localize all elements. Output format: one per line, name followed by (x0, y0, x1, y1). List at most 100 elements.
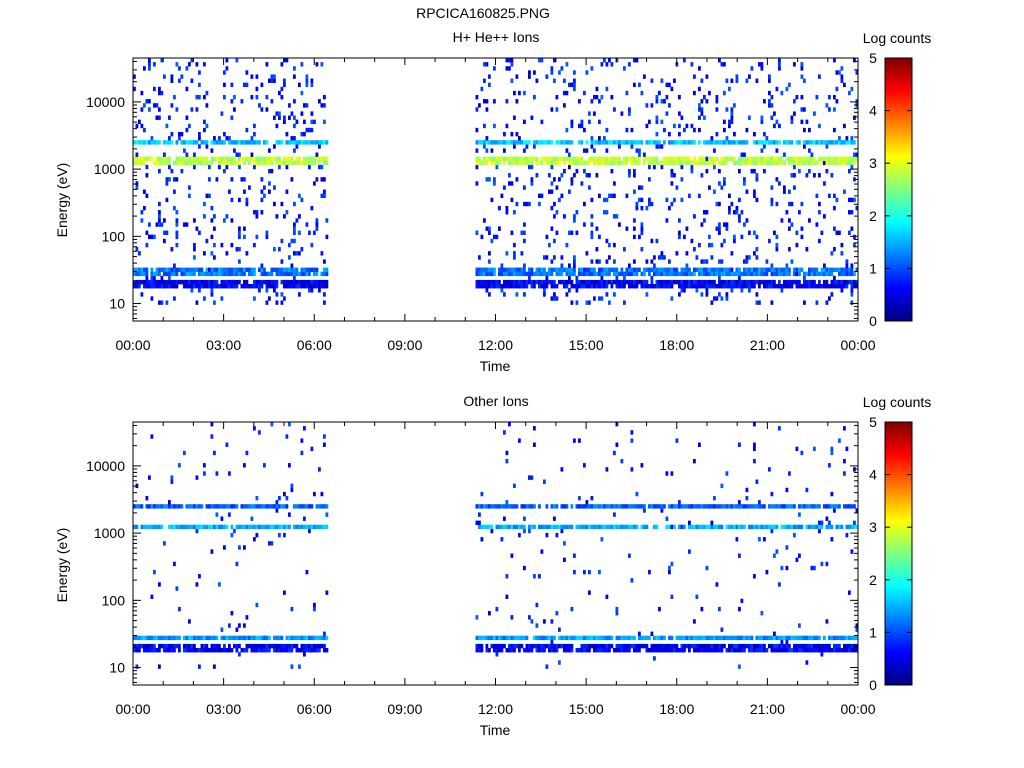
heatmap-cell (850, 160, 854, 166)
heatmap-cell (793, 271, 796, 277)
heatmap-cell (305, 78, 309, 83)
heatmap-cell (545, 279, 549, 285)
heatmap-cell (178, 136, 181, 141)
heatmap-cell (685, 643, 689, 649)
heatmap-cell (700, 99, 704, 104)
heatmap-cell (680, 643, 684, 649)
heatmap-cell (798, 643, 801, 649)
heatmap-cell (710, 255, 714, 260)
heatmap-cell (283, 119, 286, 125)
heatmap-cell (763, 99, 766, 104)
heatmap-cell (580, 504, 584, 509)
heatmap-cell (583, 635, 586, 641)
heatmap-cell (840, 648, 844, 653)
heatmap-cell (160, 635, 164, 641)
heatmap-cell (248, 267, 251, 272)
heatmap-cell (563, 160, 566, 166)
heatmap-cell (570, 279, 574, 285)
heatmap-cell (810, 648, 814, 653)
heatmap-cell (825, 279, 829, 285)
heatmap-cell (248, 140, 251, 145)
heatmap-cell (288, 255, 291, 260)
heatmap-cell (188, 193, 191, 199)
heatmap-cell (598, 99, 601, 104)
heatmap-cell (220, 279, 224, 285)
heatmap-cell (815, 94, 819, 100)
heatmap-cell (805, 504, 809, 509)
heatmap-cell (655, 267, 659, 272)
heatmap-cell (703, 284, 706, 289)
heatmap-cell (698, 127, 701, 133)
heatmap-cell (173, 284, 176, 289)
heatmap-cell (785, 524, 789, 530)
heatmap-cell (825, 156, 829, 162)
heatmap-cell (523, 263, 526, 268)
heatmap-cell (510, 230, 514, 235)
heatmap-cell (265, 94, 269, 100)
heatmap-cell (148, 66, 151, 71)
heatmap-cell (840, 271, 844, 277)
heatmap-cell (845, 263, 849, 268)
heatmap-cell (570, 140, 574, 145)
heatmap-cell (730, 284, 734, 289)
heatmap-cell (520, 140, 524, 145)
heatmap-cell (558, 524, 561, 530)
heatmap-cell (660, 251, 664, 256)
heatmap-cell (600, 284, 604, 289)
heatmap-cell (193, 524, 196, 530)
heatmap-cell (640, 635, 644, 641)
heatmap-cell (690, 238, 694, 244)
heatmap-cell (575, 300, 579, 305)
heatmap-cell (673, 279, 676, 285)
heatmap-cell (143, 103, 146, 108)
heatmap-cell (800, 107, 804, 112)
heatmap-cell (795, 140, 799, 145)
heatmap-cell (495, 156, 499, 162)
heatmap-cell (308, 648, 311, 653)
heatmap-cell (493, 635, 496, 641)
heatmap-cell (563, 557, 566, 563)
heatmap-cell (298, 271, 301, 277)
heatmap-cell (178, 267, 181, 272)
heatmap-cell (595, 160, 599, 166)
heatmap-cell (550, 648, 554, 653)
heatmap-cell (768, 279, 771, 285)
heatmap-cell (770, 115, 774, 120)
heatmap-cell (238, 230, 241, 235)
heatmap-cell (530, 279, 534, 285)
heatmap-cell (618, 222, 621, 227)
heatmap-cell (635, 491, 639, 497)
heatmap-cell (708, 635, 711, 641)
heatmap-cell (555, 611, 559, 616)
heatmap-cell (595, 259, 599, 264)
heatmap-cell (720, 160, 724, 166)
heatmap-cell (808, 267, 811, 272)
heatmap-cell (255, 643, 259, 649)
heatmap-cell (753, 648, 756, 653)
heatmap-cell (628, 263, 631, 268)
heatmap-cell (655, 271, 659, 277)
colorbar-tick-label: 0 (869, 677, 877, 693)
heatmap-cell (840, 635, 844, 641)
heatmap-cell (198, 288, 201, 293)
heatmap-cell (548, 156, 551, 162)
heatmap-cell (573, 255, 576, 260)
heatmap-cell (250, 524, 254, 530)
heatmap-cell (593, 94, 596, 100)
heatmap-cell (533, 140, 536, 145)
heatmap-cell (513, 90, 516, 96)
heatmap-cell (743, 140, 746, 145)
heatmap-cell (658, 648, 661, 653)
heatmap-cell (550, 160, 554, 166)
heatmap-cell (313, 648, 316, 653)
heatmap-cell (243, 177, 246, 182)
heatmap-cell (615, 275, 619, 281)
heatmap-cell (185, 140, 189, 145)
heatmap-cell (835, 160, 839, 166)
heatmap-cell (475, 271, 479, 277)
heatmap-cell (605, 594, 609, 599)
heatmap-cell (740, 140, 744, 145)
heatmap-cell (718, 292, 721, 297)
heatmap-cell (550, 267, 554, 272)
heatmap-cell (778, 267, 781, 272)
